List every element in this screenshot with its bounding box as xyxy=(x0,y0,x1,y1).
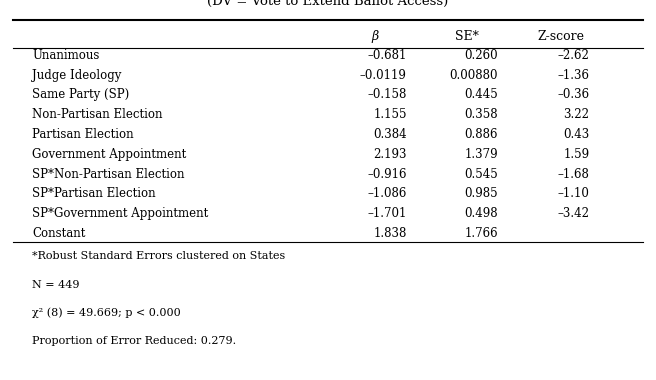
Text: 0.00880: 0.00880 xyxy=(449,69,498,82)
Text: χ² (8) = 49.669; p < 0.000: χ² (8) = 49.669; p < 0.000 xyxy=(32,308,181,318)
Text: 0.985: 0.985 xyxy=(464,187,498,200)
Text: SE*: SE* xyxy=(455,30,478,43)
Text: –0.916: –0.916 xyxy=(367,168,407,180)
Text: Unanimous: Unanimous xyxy=(32,49,100,62)
Text: 1.838: 1.838 xyxy=(373,227,407,240)
Text: –1.68: –1.68 xyxy=(558,168,589,180)
Text: Proportion of Error Reduced: 0.279.: Proportion of Error Reduced: 0.279. xyxy=(32,336,236,346)
Text: Judge Ideology: Judge Ideology xyxy=(32,69,121,82)
Text: 1.379: 1.379 xyxy=(464,148,498,161)
Text: Same Party (SP): Same Party (SP) xyxy=(32,89,129,101)
Text: –0.36: –0.36 xyxy=(557,89,589,101)
Text: Non-Partisan Election: Non-Partisan Election xyxy=(32,108,163,121)
Text: –2.62: –2.62 xyxy=(558,49,589,62)
Text: 0.545: 0.545 xyxy=(464,168,498,180)
Text: –1.701: –1.701 xyxy=(367,207,407,220)
Text: (DV = Vote to Extend Ballot Access): (DV = Vote to Extend Ballot Access) xyxy=(207,0,449,8)
Text: 3.22: 3.22 xyxy=(564,108,589,121)
Text: 0.498: 0.498 xyxy=(464,207,498,220)
Text: –0.0119: –0.0119 xyxy=(360,69,407,82)
Text: 0.445: 0.445 xyxy=(464,89,498,101)
Text: –1.36: –1.36 xyxy=(558,69,589,82)
Text: Government Appointment: Government Appointment xyxy=(32,148,186,161)
Text: –1.10: –1.10 xyxy=(558,187,589,200)
Text: Partisan Election: Partisan Election xyxy=(32,128,134,141)
Text: *Robust Standard Errors clustered on States: *Robust Standard Errors clustered on Sta… xyxy=(32,252,285,261)
Text: 0.260: 0.260 xyxy=(464,49,498,62)
Text: 0.886: 0.886 xyxy=(464,128,498,141)
Text: –3.42: –3.42 xyxy=(558,207,589,220)
Text: Z-score: Z-score xyxy=(537,30,584,43)
Text: –0.158: –0.158 xyxy=(367,89,407,101)
Text: 2.193: 2.193 xyxy=(373,148,407,161)
Text: Constant: Constant xyxy=(32,227,85,240)
Text: –0.681: –0.681 xyxy=(367,49,407,62)
Text: β: β xyxy=(371,30,379,43)
Text: 1.59: 1.59 xyxy=(564,148,589,161)
Text: SP*Government Appointment: SP*Government Appointment xyxy=(32,207,208,220)
Text: –1.086: –1.086 xyxy=(367,187,407,200)
Text: 0.43: 0.43 xyxy=(563,128,589,141)
Text: SP*Non-Partisan Election: SP*Non-Partisan Election xyxy=(32,168,184,180)
Text: N = 449: N = 449 xyxy=(32,280,79,290)
Text: SP*Partisan Election: SP*Partisan Election xyxy=(32,187,155,200)
Text: 0.358: 0.358 xyxy=(464,108,498,121)
Text: 1.155: 1.155 xyxy=(373,108,407,121)
Text: 0.384: 0.384 xyxy=(373,128,407,141)
Text: 1.766: 1.766 xyxy=(464,227,498,240)
